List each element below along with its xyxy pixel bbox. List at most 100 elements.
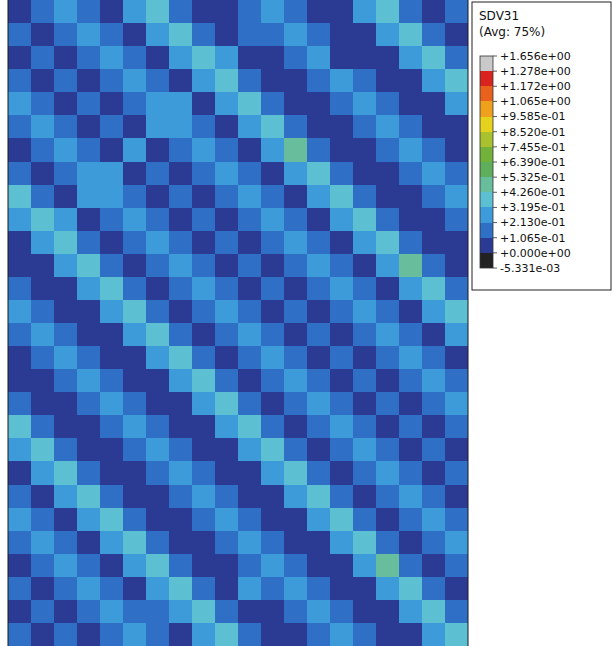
cell xyxy=(353,162,377,186)
cell xyxy=(31,438,55,462)
cell xyxy=(215,346,239,370)
cell xyxy=(445,369,468,393)
cell xyxy=(77,69,101,93)
cell xyxy=(123,69,147,93)
cell xyxy=(54,461,78,485)
cell xyxy=(238,554,262,578)
cell xyxy=(330,69,354,93)
cell xyxy=(376,231,400,255)
cell xyxy=(77,323,101,347)
cell xyxy=(330,231,354,255)
cell xyxy=(284,231,308,255)
cell xyxy=(54,23,78,47)
cell xyxy=(31,162,55,186)
cell xyxy=(192,231,216,255)
cell xyxy=(376,0,400,24)
cell xyxy=(54,415,78,439)
cell xyxy=(330,508,354,532)
cell xyxy=(330,485,354,509)
cell xyxy=(8,277,32,301)
cell xyxy=(376,346,400,370)
cell xyxy=(77,185,101,209)
cell xyxy=(169,23,193,47)
cell xyxy=(54,277,78,301)
cell xyxy=(422,254,446,278)
cell xyxy=(215,300,239,324)
cell xyxy=(146,162,170,186)
cell xyxy=(77,92,101,116)
cell xyxy=(192,254,216,278)
cell xyxy=(261,323,285,347)
subtitle: (Avg: 75%) xyxy=(479,25,545,39)
cell xyxy=(376,623,400,646)
cell xyxy=(307,438,331,462)
legend-box xyxy=(472,2,611,290)
cell xyxy=(422,461,446,485)
legend: SDV31(Avg: 75%)+1.656e+00+1.278e+00+1.17… xyxy=(472,2,611,290)
cell xyxy=(31,185,55,209)
cell xyxy=(169,115,193,139)
cell xyxy=(77,508,101,532)
cell xyxy=(146,346,170,370)
cell xyxy=(330,92,354,116)
cell xyxy=(77,115,101,139)
cell xyxy=(330,531,354,555)
cell xyxy=(8,438,32,462)
cell xyxy=(330,162,354,186)
cell xyxy=(100,415,124,439)
cell xyxy=(31,369,55,393)
cell xyxy=(376,438,400,462)
cell xyxy=(31,0,55,24)
cell xyxy=(399,254,423,278)
cell xyxy=(54,138,78,162)
cell xyxy=(77,23,101,47)
cell xyxy=(261,115,285,139)
cell xyxy=(422,69,446,93)
cell xyxy=(284,92,308,116)
cell xyxy=(422,208,446,232)
cell xyxy=(31,415,55,439)
cell xyxy=(169,300,193,324)
cell xyxy=(422,346,446,370)
cell xyxy=(123,461,147,485)
cell xyxy=(77,461,101,485)
cell xyxy=(353,300,377,324)
colorbar-band xyxy=(480,253,493,268)
cell xyxy=(8,46,32,70)
cell xyxy=(169,346,193,370)
cell xyxy=(330,577,354,601)
cell xyxy=(192,461,216,485)
cell xyxy=(307,577,331,601)
cell xyxy=(169,369,193,393)
cell xyxy=(307,254,331,278)
cell xyxy=(422,415,446,439)
cell xyxy=(422,162,446,186)
cell xyxy=(284,0,308,24)
cell xyxy=(261,346,285,370)
cell xyxy=(215,508,239,532)
cell xyxy=(422,577,446,601)
cell xyxy=(146,46,170,70)
cell xyxy=(261,392,285,416)
cell xyxy=(284,185,308,209)
cell xyxy=(77,531,101,555)
cell xyxy=(353,577,377,601)
cell xyxy=(330,392,354,416)
cell xyxy=(445,23,468,47)
cell xyxy=(422,92,446,116)
cell xyxy=(238,623,262,646)
cell xyxy=(307,600,331,624)
cell xyxy=(169,185,193,209)
cell xyxy=(284,208,308,232)
cell xyxy=(123,300,147,324)
cell xyxy=(8,415,32,439)
cell xyxy=(146,23,170,47)
cell xyxy=(8,208,32,232)
cell xyxy=(399,0,423,24)
cell xyxy=(261,185,285,209)
cell xyxy=(192,577,216,601)
cell xyxy=(399,208,423,232)
cell xyxy=(261,208,285,232)
cell xyxy=(54,254,78,278)
cell xyxy=(146,461,170,485)
